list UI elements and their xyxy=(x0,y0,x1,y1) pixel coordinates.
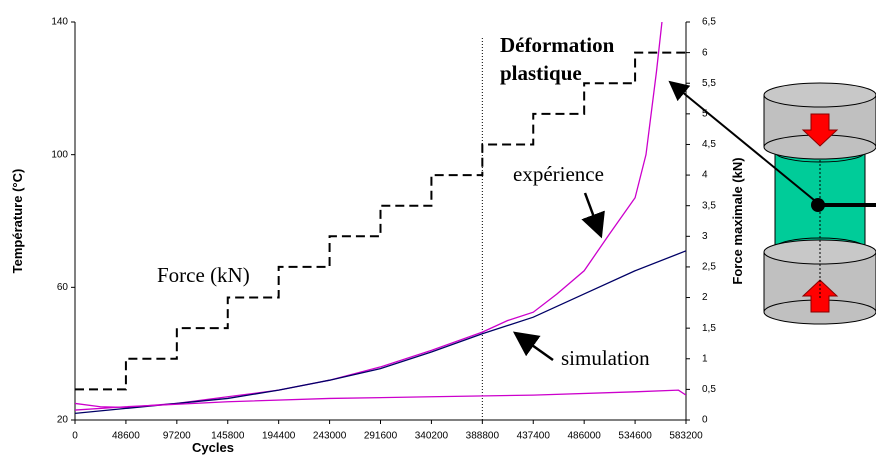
y2-tick-label: 2 xyxy=(702,292,708,303)
x-tick-label: 145800 xyxy=(211,431,245,442)
y2-tick-label: 4 xyxy=(702,170,708,181)
plot-area xyxy=(75,22,686,420)
y-tick-label: 60 xyxy=(57,282,69,293)
series-label: expérience xyxy=(513,162,604,186)
x-axis-title: Cycles xyxy=(192,440,234,455)
y-tick-label: 140 xyxy=(51,17,68,28)
y2-tick-label: 6 xyxy=(702,47,708,58)
y2-tick-label: 4,5 xyxy=(702,139,716,150)
y2-tick-label: 0,5 xyxy=(702,384,716,395)
y2-tick-label: 3,5 xyxy=(702,200,716,211)
x-tick-label: 583200 xyxy=(669,431,703,442)
y2-tick-label: 5,5 xyxy=(702,78,716,89)
x-tick-label: 243000 xyxy=(313,431,347,442)
annotation: plastique xyxy=(500,61,582,85)
y2-axis-title: Force maximale (kN) xyxy=(730,157,745,284)
x-tick-label: 97200 xyxy=(163,431,191,442)
annotation: Déformation xyxy=(500,33,615,57)
series-line xyxy=(75,250,686,415)
series-line xyxy=(75,389,686,411)
x-tick-label: 291600 xyxy=(364,431,398,442)
x-tick-label: 340200 xyxy=(415,431,449,442)
y-tick-label: 20 xyxy=(57,415,69,426)
y2-tick-label: 0 xyxy=(702,415,708,426)
y2-tick-label: 5 xyxy=(702,108,708,119)
x-tick-label: 0 xyxy=(72,431,78,442)
series-line xyxy=(75,51,686,391)
y-tick-label: 100 xyxy=(51,149,68,160)
y2-tick-label: 1,5 xyxy=(702,323,716,334)
x-tick-label: 388800 xyxy=(466,431,500,442)
y2-tick-label: 1 xyxy=(702,353,708,364)
x-tick-label: 437400 xyxy=(517,431,551,442)
arrow xyxy=(581,192,605,239)
y2-tick-label: 3 xyxy=(702,231,708,242)
y-axis-title: Température (°C) xyxy=(10,169,25,274)
x-tick-label: 534600 xyxy=(618,431,652,442)
y2-tick-label: 2,5 xyxy=(702,262,716,273)
arrow xyxy=(512,331,554,362)
x-tick-label: 194400 xyxy=(262,431,296,442)
series-label: simulation xyxy=(561,346,650,370)
y2-tick-label: 6,5 xyxy=(702,17,716,28)
x-tick-label: 486000 xyxy=(567,431,601,442)
x-tick-label: 48600 xyxy=(112,431,140,442)
specimen xyxy=(668,80,876,325)
series-label: Force (kN) xyxy=(157,263,250,287)
